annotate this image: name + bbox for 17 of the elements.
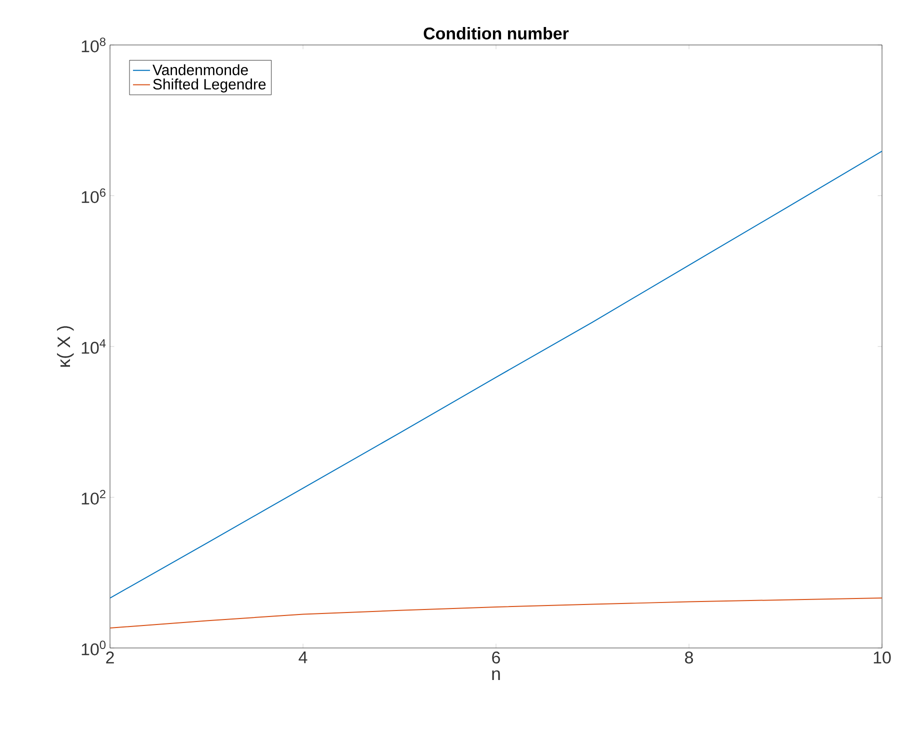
y-tick-label: 10$^{2}$ — [82, 490, 106, 505]
y-tick-label: 10$^{0}$ — [82, 640, 106, 656]
y-axis-title: κ( X ) — [57, 326, 74, 367]
line-series — [110, 598, 882, 629]
legend-label: Shifted Legendre — [153, 78, 266, 92]
y-tick-label: 10$^{4}$ — [82, 339, 106, 354]
x-tick-label: 6 — [492, 652, 500, 664]
x-axis-title: n — [492, 670, 500, 680]
x-tick-label: 8 — [685, 652, 693, 664]
x-tick-label: 10 — [874, 652, 891, 664]
x-tick-label: 2 — [106, 652, 114, 664]
y-tick-label: 10$^{6}$ — [82, 188, 106, 204]
y-tick-label: 10$^{8}$ — [82, 38, 106, 52]
chart-title: Condition number — [424, 27, 569, 40]
x-tick-label: 4 — [298, 652, 308, 664]
line-series — [110, 150, 882, 599]
legend-label: Vandenmonde — [152, 64, 248, 76]
